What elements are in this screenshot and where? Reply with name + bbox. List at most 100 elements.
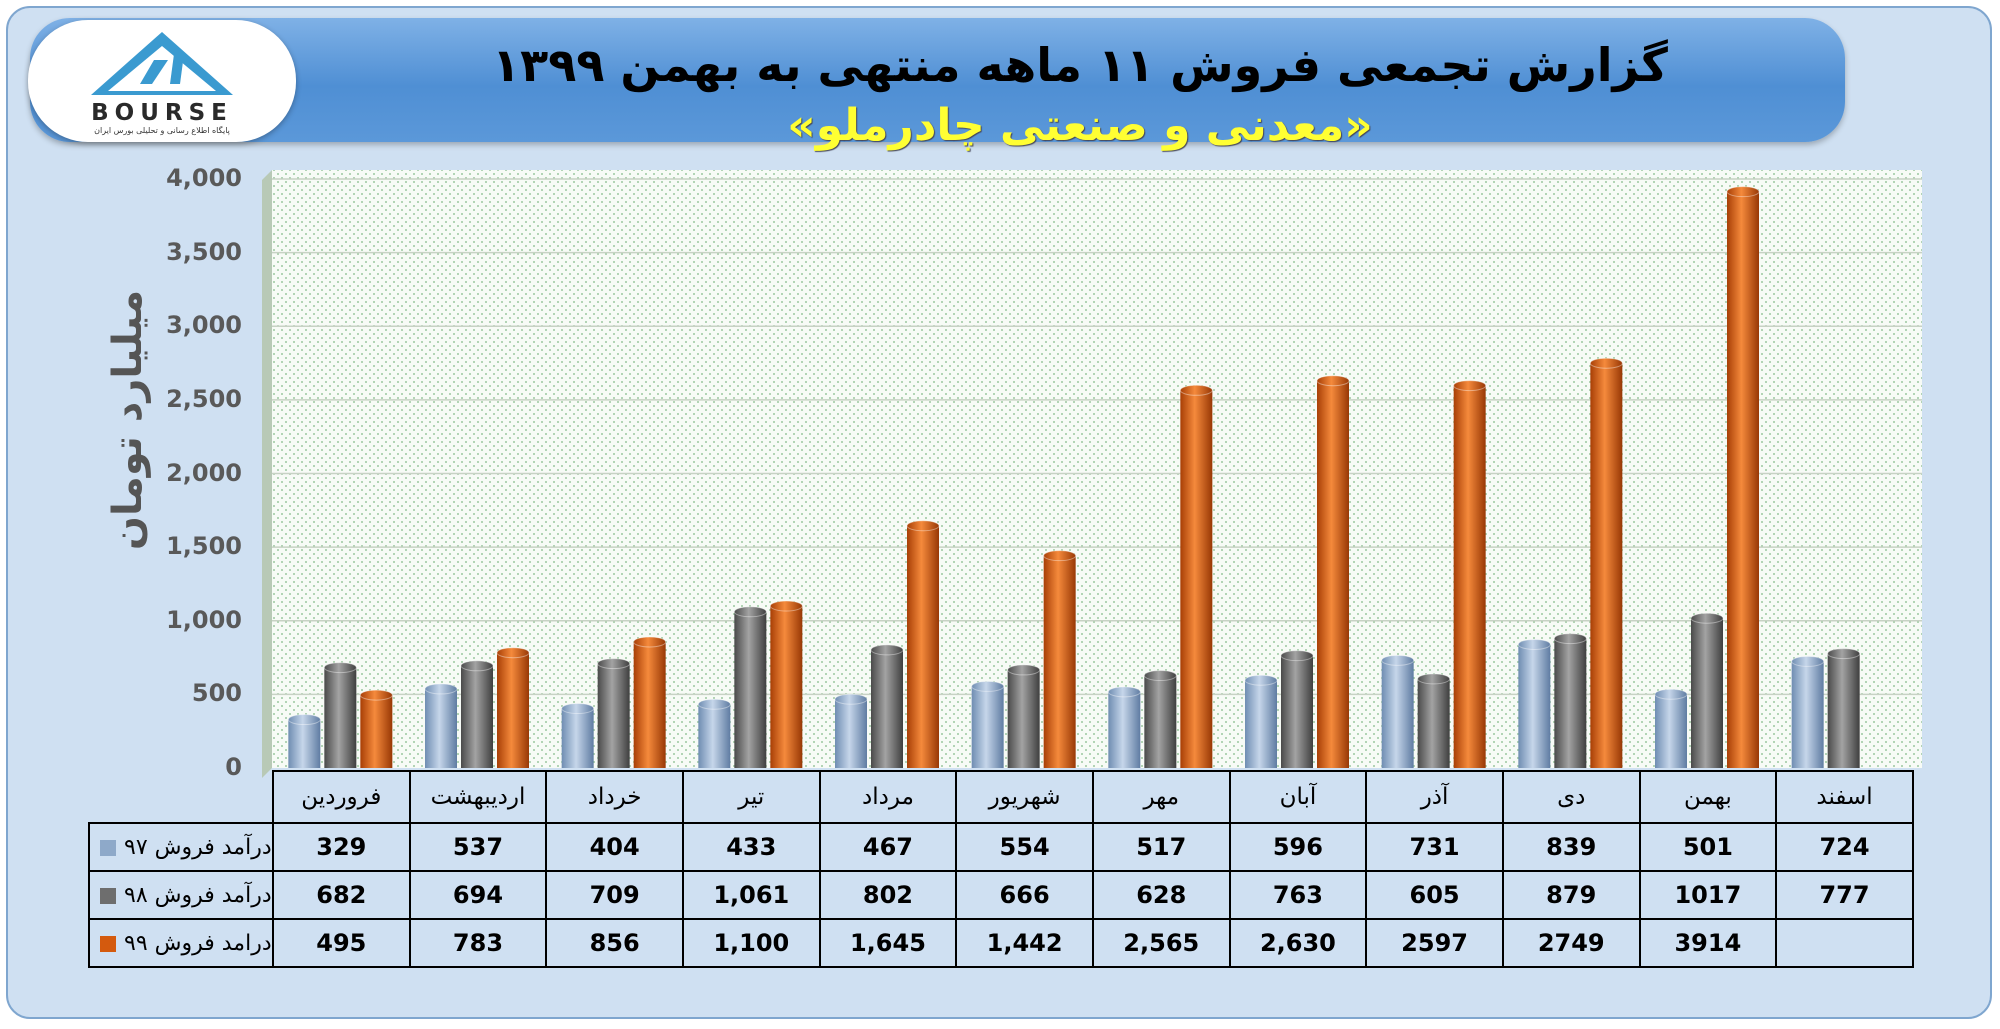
bar-97 — [287, 714, 321, 768]
table-cell: 682 — [272, 870, 411, 920]
table-cell: 2,630 — [1228, 918, 1368, 968]
category-label: دی — [1501, 770, 1641, 824]
bar-99 — [633, 636, 667, 768]
category-label: اردیبهشت — [408, 770, 548, 824]
category-label: آبان — [1228, 770, 1368, 824]
legend-key-icon — [100, 839, 116, 856]
bar-98 — [460, 660, 494, 768]
bar-99 — [1179, 384, 1213, 768]
legend-key-icon — [100, 887, 116, 904]
category-label: بهمن — [1638, 770, 1778, 824]
bar-97 — [1244, 674, 1278, 768]
table-cell: 1,442 — [955, 918, 1094, 968]
table-cell: 731 — [1365, 822, 1504, 872]
table-cell: 709 — [545, 870, 684, 920]
table-cell: 433 — [681, 822, 821, 872]
table-cell: 2597 — [1365, 918, 1504, 968]
table-cell — [1775, 918, 1914, 968]
category-label: شهریور — [955, 770, 1094, 824]
series-name: درآمد فروش ۹۸ — [88, 870, 274, 920]
table-cell: 783 — [408, 918, 548, 968]
category-label: تیر — [681, 770, 821, 824]
logo-subtext: پایگاه اطلاع رسانی و تحلیلی بورس ایران — [94, 126, 230, 135]
table-cell: 3914 — [1638, 918, 1778, 968]
table-cell: 879 — [1501, 870, 1641, 920]
table-cell: 666 — [955, 870, 1094, 920]
y-tick-label: 2,500 — [166, 384, 242, 413]
bar-98 — [1827, 648, 1861, 768]
category-label: خرداد — [545, 770, 684, 824]
bourse-logo: BOURSE پایگاه اطلاع رسانی و تحلیلی بورس … — [28, 20, 296, 142]
bar-98 — [597, 658, 631, 768]
category-label: مرداد — [818, 770, 958, 824]
table-cell: 467 — [818, 822, 958, 872]
y-tick-label: 3,500 — [166, 237, 242, 266]
table-row: درآمد فروش ۹۸ 682 694 709 1,061 802 666 628 763 6… — [88, 870, 1914, 920]
table-cell: 1017 — [1638, 870, 1778, 920]
bar-98 — [1690, 612, 1724, 768]
bar-99 — [1043, 550, 1077, 768]
bar-99 — [769, 600, 803, 768]
y-tick-label: 1,500 — [166, 532, 242, 561]
table-cell: 724 — [1775, 822, 1914, 872]
y-tick-label: 500 — [191, 679, 242, 708]
company-name: «معدنی و صنعتی چادرملو» — [787, 100, 1373, 151]
table-cell: 2749 — [1501, 918, 1641, 968]
table-cell: 839 — [1501, 822, 1641, 872]
data-table: فروردین اردیبهشت خرداد تیر مرداد شهریور مهر آبا… — [88, 770, 1914, 968]
bar-97 — [1791, 655, 1825, 768]
table-cell: 763 — [1228, 870, 1368, 920]
y-tick-label: 1,000 — [166, 605, 242, 634]
bar-99 — [1726, 186, 1760, 768]
bar-98 — [1553, 633, 1587, 768]
bar-99 — [1316, 375, 1350, 768]
bar-98 — [733, 606, 767, 768]
plot-area — [272, 170, 1922, 768]
table-cell: 517 — [1091, 822, 1231, 872]
bar-99 — [1589, 357, 1623, 768]
bar-98 — [1417, 673, 1451, 768]
table-cell: 802 — [818, 870, 958, 920]
chart-title: گزارش تجمعی فروش ۱۱ ماهه منتهی به بهمن ۱… — [492, 38, 1668, 92]
bar-97 — [1107, 686, 1141, 768]
table-row: درامد فروش ۹۹ 495 783 856 1,100 1,645 1,442 2,5… — [88, 918, 1914, 968]
bar-97 — [1517, 638, 1551, 768]
bar-97 — [424, 683, 458, 768]
y-tick-label: 3,000 — [166, 311, 242, 340]
bar-97 — [1381, 654, 1415, 768]
category-label: آذر — [1365, 770, 1504, 824]
bar-97 — [697, 698, 731, 768]
bar-97 — [834, 693, 868, 768]
category-label: فروردین — [272, 770, 411, 824]
table-cell: 856 — [545, 918, 684, 968]
table-cell: 628 — [1091, 870, 1231, 920]
table-cell: 404 — [545, 822, 684, 872]
table-cell: 554 — [955, 822, 1094, 872]
table-cell: 605 — [1365, 870, 1504, 920]
category-label: اسفند — [1775, 770, 1914, 824]
table-row: درآمد فروش ۹۷ 329 537 404 433 467 554 517 596 731… — [88, 822, 1914, 872]
table-cell: 501 — [1638, 822, 1778, 872]
bar-99 — [906, 520, 940, 768]
bar-97 — [1654, 688, 1688, 768]
series-name: درامد فروش ۹۹ — [88, 918, 274, 968]
table-cell: 495 — [272, 918, 411, 968]
y-tick-label: 2,000 — [166, 458, 242, 487]
series-name: درآمد فروش ۹۷ — [88, 822, 274, 872]
bar-97 — [971, 680, 1005, 768]
table-cell: 777 — [1775, 870, 1914, 920]
bar-97 — [561, 703, 595, 768]
category-label: مهر — [1091, 770, 1231, 824]
bar-98 — [870, 644, 904, 768]
table-cell: 1,645 — [818, 918, 958, 968]
table-cell: 329 — [272, 822, 411, 872]
bar-98 — [1007, 664, 1041, 768]
legend-key-icon — [100, 935, 116, 952]
y-tick-label: 4,000 — [166, 164, 242, 192]
table-cell: 1,061 — [681, 870, 821, 920]
plot-side-wall — [262, 170, 272, 778]
logo-mark-icon — [91, 32, 233, 95]
bar-98 — [1143, 670, 1177, 768]
table-cell: 2,565 — [1091, 918, 1231, 968]
